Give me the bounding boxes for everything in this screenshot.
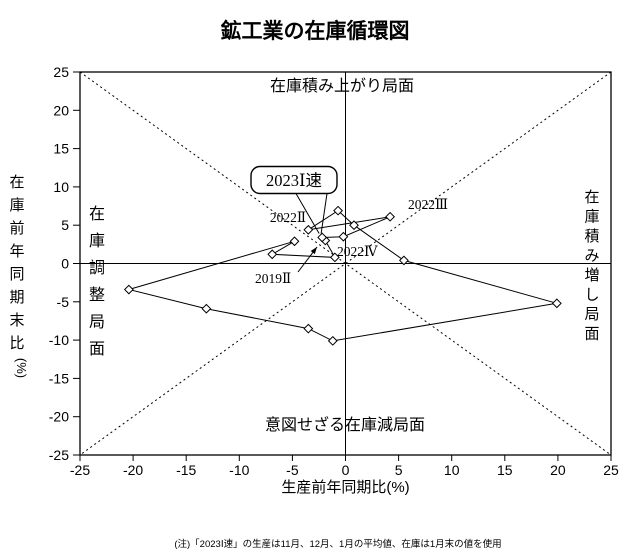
diagonal-guide-up (79, 71, 612, 456)
data-point-markers (123, 205, 562, 346)
y-tick-label: -20 (49, 409, 69, 425)
data-point-marker (303, 323, 314, 334)
quadrant-label-right-char: 局 (584, 306, 599, 323)
x-tick-label: -10 (229, 462, 249, 478)
y-axis-title-char: 同 (9, 266, 24, 283)
quadrant-label-top: 在庫積み上がり局面 (270, 77, 414, 95)
callout-label: 2023Ⅰ速 (266, 171, 322, 190)
quadrant-label-right-char: み (584, 248, 599, 265)
y-tick-label: 0 (61, 256, 69, 272)
quadrant-label-right-char: 庫 (584, 209, 599, 226)
point-label: 2019Ⅱ (255, 271, 291, 286)
x-tick-label: 20 (550, 462, 566, 478)
y-axis-title-char: 年 (9, 243, 24, 260)
x-tick-label: -15 (176, 462, 196, 478)
y-axis-title-char: 末 (9, 312, 24, 329)
data-point-marker (329, 252, 340, 263)
x-tick-label: 0 (342, 462, 350, 478)
annotation-arrow-head (310, 247, 317, 255)
x-tick-label: -20 (123, 462, 143, 478)
y-axis-title-char: 期 (9, 289, 24, 306)
callout-box (250, 165, 338, 195)
quadrant-label-left-char: 面 (89, 341, 105, 358)
x-axis-title: 生産前年同期比(%) (281, 479, 409, 496)
data-point-marker (338, 231, 349, 242)
callout-leader-line (320, 193, 328, 234)
quadrant-label-bottom: 意図せざる在庫減局面 (265, 415, 425, 434)
x-tick-label: 5 (395, 462, 403, 478)
chart-title: 鉱工業の在庫循環図 (221, 19, 410, 43)
y-tick-label: 25 (53, 64, 69, 80)
y-tick-label: -15 (49, 370, 69, 386)
quadrant-label-left-char: 整 (89, 286, 105, 304)
y-tick-label: -5 (57, 294, 70, 310)
y-axis-title-char: 在 (9, 174, 24, 191)
quadrant-label-right-char: 積 (584, 228, 599, 245)
quadrant-label-left-char: 局 (89, 314, 105, 331)
x-tick-label: 10 (444, 462, 460, 478)
x-tick-label: -25 (70, 462, 90, 478)
data-point-marker (551, 298, 562, 309)
point-label: 2022Ⅲ (408, 197, 448, 212)
point-label: 2022Ⅳ (337, 244, 378, 259)
data-point-marker (303, 224, 314, 235)
data-point-marker (123, 284, 134, 295)
y-tick-label: 20 (53, 102, 69, 118)
y-tick-label: 10 (53, 179, 69, 195)
y-tick-label: -25 (49, 447, 69, 463)
data-point-marker (385, 211, 396, 222)
y-tick-label: -10 (49, 332, 69, 348)
quadrant-label-left-char: 調 (89, 259, 105, 277)
data-point-marker (289, 236, 300, 247)
quadrant-label-right-char: し (584, 287, 599, 304)
x-tick-label: -5 (286, 462, 299, 478)
data-point-marker (333, 205, 343, 216)
data-point-marker (317, 232, 328, 243)
quadrant-label-right-char: 増 (584, 267, 599, 284)
quadrant-label-left-char: 在 (89, 205, 105, 223)
x-tick-label: 25 (603, 462, 619, 478)
data-point-marker (399, 255, 409, 266)
callout-leader-line (295, 193, 320, 234)
y-axis-title-unit: (%) (14, 358, 29, 378)
data-point-marker (267, 249, 278, 260)
y-axis-title-char: 庫 (9, 197, 24, 214)
data-point-marker (349, 220, 359, 231)
y-tick-label: 5 (61, 217, 69, 233)
data-point-marker (201, 303, 212, 314)
diagonal-guide-down (79, 71, 612, 456)
data-point-marker (327, 335, 338, 346)
footnote: (注)「2023Ⅰ速」の生産は11月、12月、1月の平均値、在庫は1月末の値を使… (174, 538, 501, 550)
x-tick-label: 15 (497, 462, 513, 478)
y-axis-title-char: 前 (9, 220, 24, 237)
quadrant-label-left-char: 庫 (89, 232, 105, 250)
y-tick-label: 15 (53, 141, 69, 157)
y-axis-title-char: 比 (9, 335, 24, 352)
data-polyline (126, 209, 557, 342)
plot-area: -25 -20 -15 -10 -5 0 5 10 15 20 25 25 20 15 10 5 0 -5 -10 -… (9, 64, 619, 496)
quadrant-label-right-char: 在 (584, 189, 599, 206)
quadrant-label-right-char: 面 (584, 326, 599, 343)
point-label: 2022Ⅱ (270, 210, 306, 225)
